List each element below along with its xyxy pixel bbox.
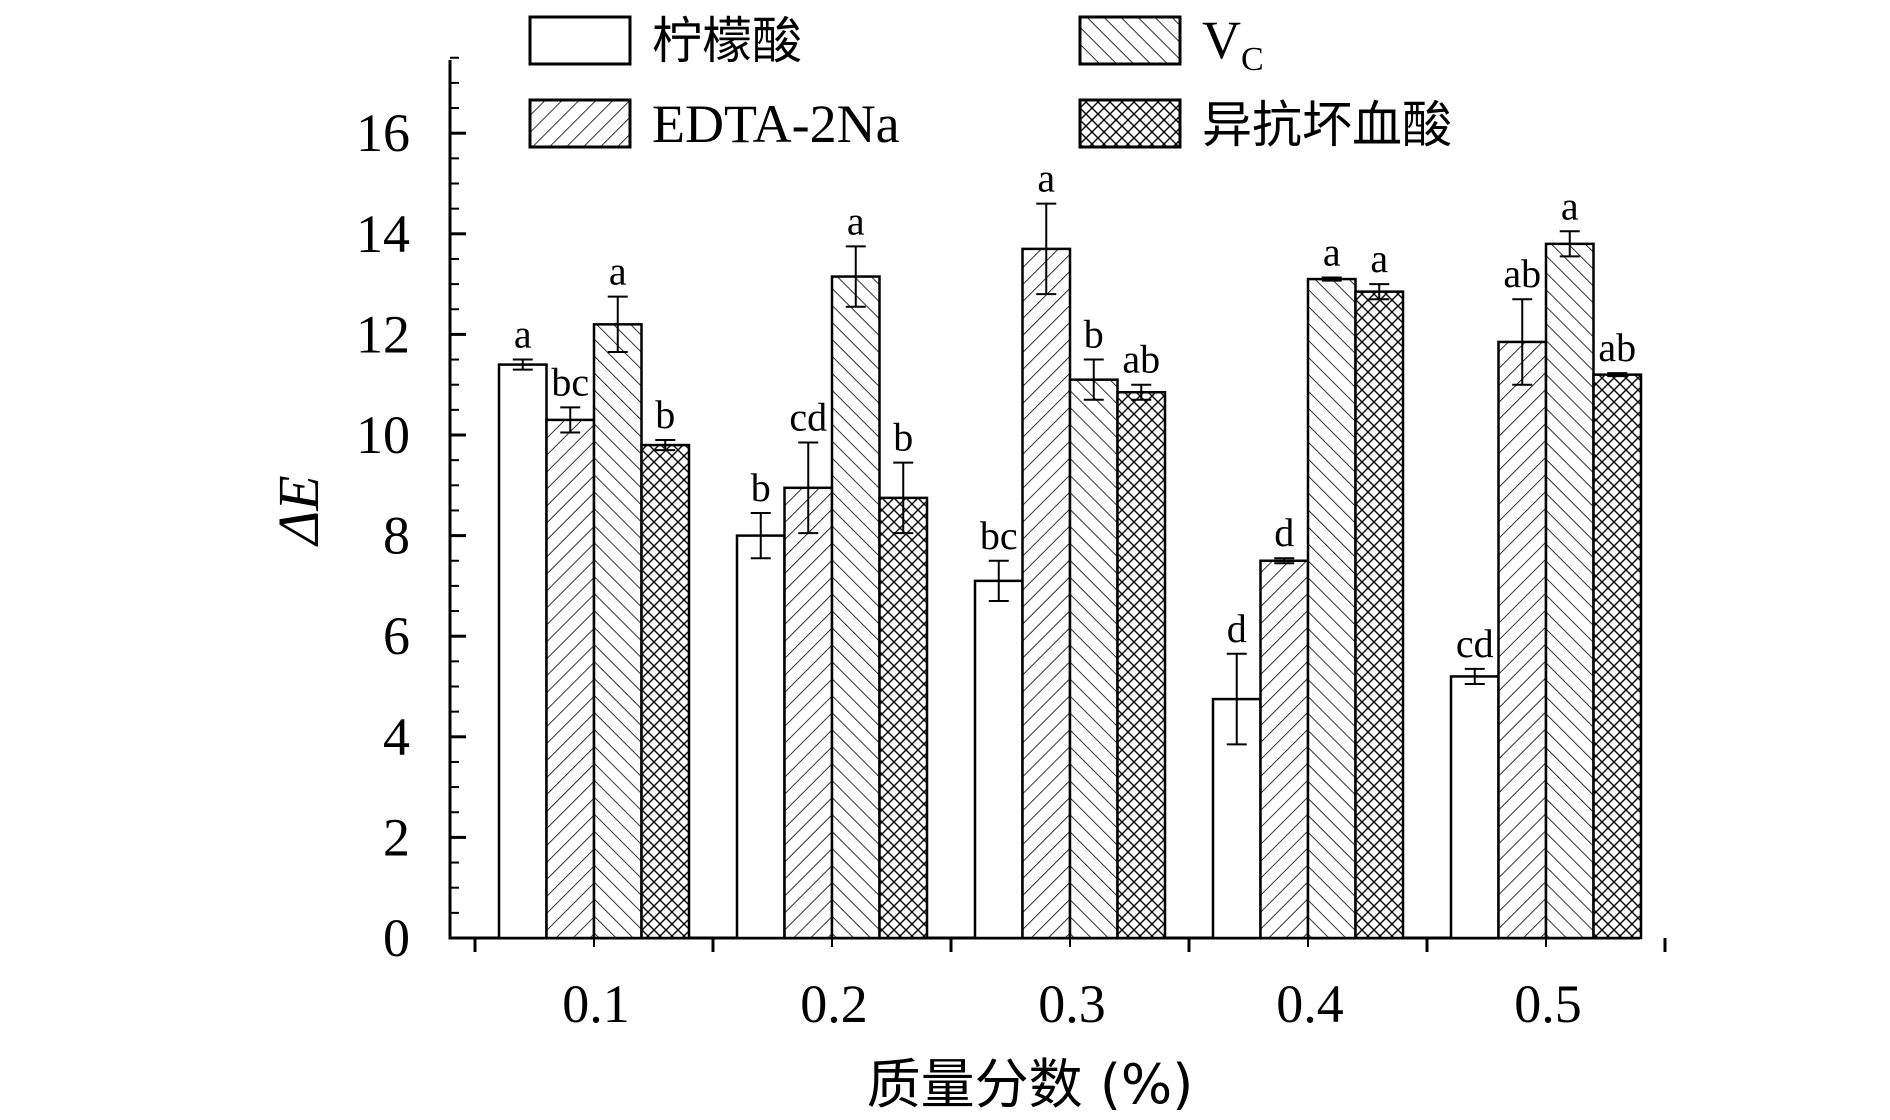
significance-label: a [1561, 183, 1579, 228]
legend-label: VC [1202, 10, 1264, 78]
legend: 柠檬酸 VC EDTA-2Na 异抗坏血酸 [528, 10, 1452, 154]
x-tick-label: 0.1 [562, 974, 630, 1034]
bar [1116, 390, 1167, 940]
significance-label: b [893, 415, 913, 460]
significance-label: a [1323, 230, 1341, 275]
significance-label: a [514, 312, 532, 357]
y-tick-label: 16 [356, 103, 410, 163]
significance-label: ab [1503, 251, 1541, 296]
legend-swatch [528, 15, 632, 66]
legend-swatch [1078, 98, 1182, 149]
legend-label-subscript: C [1241, 41, 1264, 78]
significance-label: a [847, 198, 865, 243]
bar [1068, 378, 1119, 940]
x-tick-label: 0.2 [800, 974, 868, 1034]
bar [1544, 242, 1595, 940]
legend-swatch [1078, 15, 1182, 66]
significance-label: a [1037, 156, 1055, 201]
significance-label: ab [1598, 325, 1636, 370]
bar [735, 534, 786, 940]
x-tick-label: 0.4 [1276, 974, 1344, 1034]
y-tick-label: 8 [383, 506, 410, 566]
y-tick-label: 10 [356, 405, 410, 465]
y-tick-label: 4 [383, 707, 410, 767]
bar [545, 418, 596, 940]
x-axis-title: 质量分数 (%) [867, 1053, 1194, 1116]
x-tick-label: 0.3 [1038, 974, 1106, 1034]
bar [1497, 340, 1548, 940]
bar [1021, 247, 1072, 940]
significance-label: cd [1456, 621, 1494, 666]
bar [878, 496, 929, 940]
significance-label: b [1084, 312, 1104, 357]
bar [830, 275, 881, 940]
bar [497, 363, 548, 940]
bar [973, 579, 1024, 940]
legend-label-main: V [1202, 10, 1241, 70]
y-tick-label: 14 [356, 204, 410, 264]
significance-label: d [1274, 510, 1294, 555]
legend-item-vc: VC [1078, 10, 1264, 78]
significance-label: bc [551, 359, 589, 404]
bar [1259, 559, 1310, 940]
y-tick-label: 6 [383, 606, 410, 666]
legend-item-citric-acid: 柠檬酸 [528, 12, 802, 70]
legend-label: 柠檬酸 [652, 12, 802, 70]
significance-label: d [1227, 606, 1247, 651]
legend-item-edta: EDTA-2Na [528, 94, 900, 154]
bar [640, 443, 691, 940]
significance-label: cd [789, 395, 827, 440]
significance-label: b [751, 465, 771, 510]
y-tick-label: 2 [383, 807, 410, 867]
significance-label: a [609, 249, 627, 294]
significance-label: b [655, 392, 675, 437]
bar [1306, 277, 1357, 940]
bar [1449, 675, 1500, 940]
x-tick-label: 0.5 [1514, 974, 1582, 1034]
significance-label: a [1370, 236, 1388, 281]
bar [1354, 290, 1405, 940]
axes: 0 2 4 6 8 10 12 14 16 0.1 0.2 0.3 0.4 0.5 [356, 56, 1667, 1034]
legend-label: 异抗坏血酸 [1202, 96, 1452, 154]
y-tick-label: 0 [383, 908, 410, 968]
significance-label: bc [980, 513, 1018, 558]
legend-label: EDTA-2Na [652, 94, 900, 154]
bar [783, 486, 834, 940]
y-axis-title: ΔE [266, 475, 331, 546]
legend-item-isoascorbic-acid: 异抗坏血酸 [1078, 96, 1452, 154]
y-tick-label: 12 [356, 304, 410, 364]
significance-label: ab [1122, 337, 1160, 382]
bar [592, 323, 643, 940]
legend-swatch [528, 98, 632, 149]
bar [1592, 373, 1643, 940]
